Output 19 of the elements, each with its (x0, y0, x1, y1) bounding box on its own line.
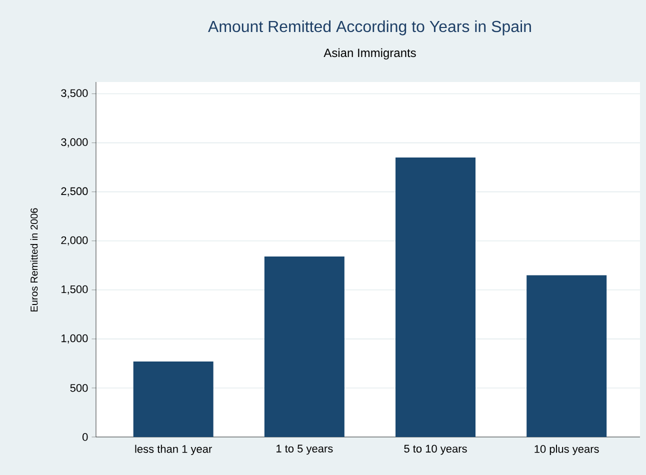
chart-subtitle: Asian Immigrants (324, 48, 416, 60)
x-tick-label: 10 plus years (534, 444, 599, 456)
x-tick-label: 1 to 5 years (276, 444, 333, 455)
y-tick-label: 1,500 (62, 285, 88, 294)
x-tick-label: less than 1 year (135, 444, 212, 456)
y-tick-label: 2,000 (61, 236, 88, 246)
y-axis-title: Euros Remitted in 2006 (30, 208, 38, 312)
y-tick-label: 0 (82, 433, 88, 441)
bar (264, 256, 344, 437)
y-tick-label: 3,000 (61, 138, 88, 148)
bar (133, 361, 214, 437)
y-tick-label: 3,500 (61, 89, 88, 98)
bar (526, 275, 607, 437)
y-tick-label: 1,000 (62, 334, 88, 344)
bar (396, 158, 476, 437)
x-tick-label: 5 to 10 years (404, 444, 467, 455)
chart-title: Amount Remitted According to Years in Spain (208, 20, 531, 36)
y-tick-label: 500 (70, 384, 88, 392)
y-tick-label: 2,500 (61, 187, 88, 196)
